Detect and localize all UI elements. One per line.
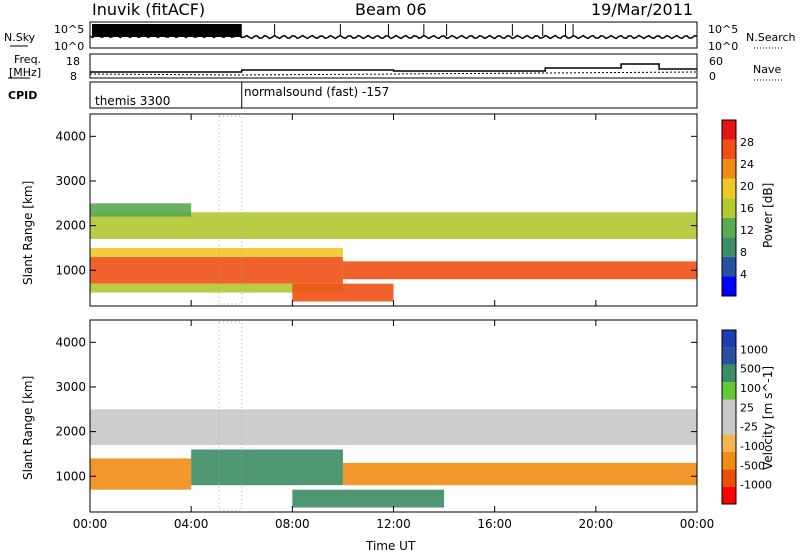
power-colorbar-cell-8 — [722, 120, 736, 140]
velocity-colorbar-tick-2: -100 — [740, 440, 765, 453]
velocity-colorbar-cell-4 — [722, 417, 736, 435]
power-colorbar-tick-2: 12 — [740, 224, 754, 237]
nsky-panel-frame — [89, 21, 698, 49]
power-colorbar-tick-6: 28 — [740, 136, 754, 149]
velocity-colorbar-tick-4: 25 — [740, 401, 754, 414]
power-colorbar-cell-2 — [722, 237, 736, 257]
velocity-colorbar-cell-0 — [722, 486, 736, 504]
velocity-colorbar-cell-1 — [722, 469, 736, 487]
freq-tick-top: 18 — [66, 55, 80, 68]
velocity-colorbar-cell-7 — [722, 364, 736, 383]
power-colorbar-tick-1: 8 — [740, 246, 747, 259]
cpid-panel-frame — [89, 81, 698, 109]
power-colorbar-tick-4: 20 — [740, 180, 754, 193]
x-tick-label-1: 04:00 — [174, 517, 209, 531]
power-band-4 — [90, 212, 697, 240]
velocity-colorbar-tick-1: -500 — [740, 459, 765, 472]
power-colorbar-cell-0 — [722, 276, 736, 296]
power-ytick-label-0: 1000 — [55, 263, 86, 277]
velocity-colorbar-cell-3 — [722, 434, 736, 452]
x-axis-title: Time UT — [366, 539, 416, 553]
power-ytick-label-3: 4000 — [55, 129, 86, 143]
velocity-colorbar-tick-0: -1000 — [740, 479, 772, 492]
power-band-1 — [90, 247, 343, 257]
power-band-0 — [90, 256, 343, 284]
power-band-6 — [292, 283, 394, 302]
nsearch-tick-bottom: 10^0 — [708, 40, 739, 53]
velocity-colorbar-tick-6: 500 — [740, 363, 761, 376]
velocity-ytick-label-2: 3000 — [55, 380, 86, 394]
power-colorbar-cell-4 — [722, 198, 736, 218]
velocity-ytick-label-1: 2000 — [55, 425, 86, 439]
power-colorbar-cell-3 — [722, 217, 736, 238]
velocity-band-3 — [90, 409, 697, 446]
velocity-band-0 — [90, 458, 192, 490]
power-colorbar-tick-0: 4 — [740, 268, 747, 281]
x-tick-label-5: 20:00 — [579, 517, 614, 531]
x-tick-label-6: 00:00 — [680, 517, 715, 531]
velocity-colorbar-cell-9 — [722, 330, 736, 348]
power-colorbar-tick-5: 24 — [740, 158, 754, 171]
freq-panel-frame — [89, 53, 698, 79]
velocity-band-2 — [342, 462, 697, 486]
velocity-colorbar-tick-3: -25 — [740, 421, 758, 434]
x-tick-label-0: 00:00 — [73, 517, 108, 531]
cpid-mode-1: themis 3300 — [95, 94, 171, 108]
power-colorbar-tick-3: 16 — [740, 202, 754, 215]
power-ytick-label-2: 3000 — [55, 174, 86, 188]
velocity-colorbar-cell-2 — [722, 451, 736, 470]
nsky-tick-bottom: 10^0 — [54, 40, 85, 53]
nsky-dense-block — [92, 24, 242, 37]
x-tick-label-3: 12:00 — [376, 517, 411, 531]
velocity-band-4 — [292, 489, 445, 508]
velocity-ytick-label-3: 4000 — [55, 335, 86, 349]
velocity-colorbar-cell-8 — [722, 347, 736, 365]
nsky-trace — [89, 33, 698, 40]
freq-trace — [90, 63, 697, 73]
velocity-speckle-region — [218, 321, 243, 511]
power-band-3 — [342, 261, 697, 280]
power-colorbar-cell-6 — [722, 159, 736, 179]
velocity-colorbar-cell-5 — [722, 399, 736, 417]
nsky-tick-top: 10^5 — [54, 23, 85, 36]
power-colorbar-cell-1 — [722, 256, 736, 277]
x-tick-label-4: 16:00 — [477, 517, 512, 531]
nsearch-label: N.Search — [746, 31, 796, 44]
freq-unit-label: [MHz] — [9, 66, 42, 79]
power-band-5 — [90, 203, 192, 217]
cpid-mode-2: normalsound (fast) -157 — [244, 85, 390, 99]
velocity-band-1 — [191, 449, 343, 486]
nave-tick-top: 60 — [709, 55, 723, 68]
cpid-label: CPID — [8, 89, 38, 102]
power-band-2 — [90, 283, 343, 293]
x-tick-label-2: 08:00 — [275, 517, 310, 531]
nave-label: Nave — [753, 63, 782, 76]
power-speckle-region — [218, 115, 243, 305]
power-colorbar-cell-7 — [722, 139, 736, 160]
nsearch-tick-top: 10^5 — [708, 23, 739, 36]
power-colorbar-cell-5 — [722, 178, 736, 199]
station-title: Inuvik (fitACF) — [92, 0, 206, 19]
velocity-colorbar-frame — [721, 329, 737, 505]
power-ytick-label-1: 2000 — [55, 219, 86, 233]
power-colorbar-frame — [721, 119, 737, 297]
nave-tick-bottom: 0 — [709, 70, 716, 83]
date-title: 19/Mar/2011 — [591, 0, 694, 19]
freq-label: Freq. — [14, 53, 42, 66]
beam-title: Beam 06 — [355, 0, 427, 19]
velocity-colorbar-tick-7: 1000 — [740, 343, 768, 356]
velocity-ytick-label-0: 1000 — [55, 469, 86, 483]
velocity-colorbar-tick-5: 100 — [740, 382, 761, 395]
freq-tick-bottom: 8 — [70, 70, 77, 83]
nsky-label: N.Sky — [4, 31, 36, 44]
velocity-colorbar-cell-6 — [722, 382, 736, 400]
